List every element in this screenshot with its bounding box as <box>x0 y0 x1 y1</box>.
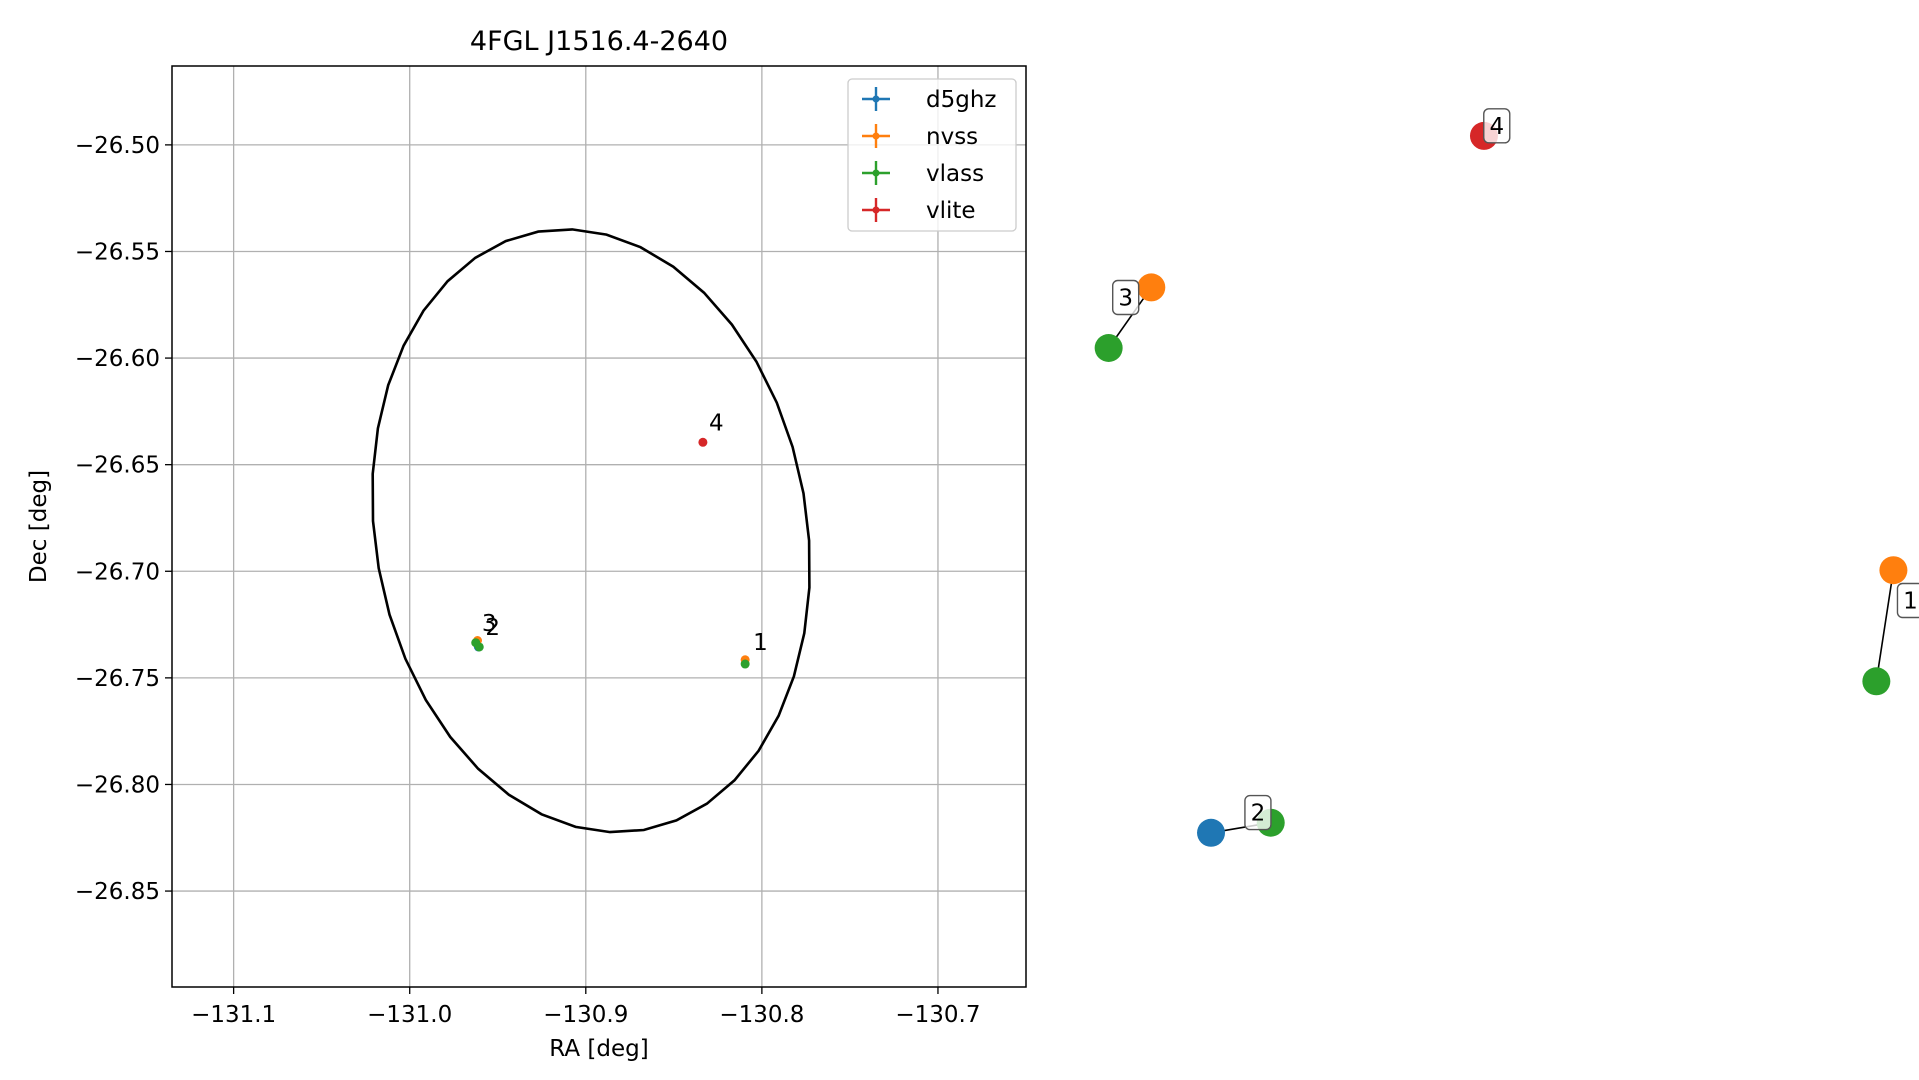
legend-entry-vlass: vlass <box>862 161 984 187</box>
group-label: 1 <box>1896 582 1919 619</box>
graph-edge <box>1875 570 1895 682</box>
legend-label: vlass <box>926 161 984 187</box>
x-axis-ticks: −131.1 −131.0 −130.9 −130.8 −130.7 <box>191 987 981 1028</box>
group-label-text: 3 <box>1118 286 1133 312</box>
x-tick-label: −130.9 <box>543 1002 628 1028</box>
group-label: 2 <box>1244 794 1272 831</box>
legend-label: nvss <box>926 124 978 150</box>
group-label: 3 <box>1112 279 1140 316</box>
x-axis-label: RA [deg] <box>549 1036 648 1062</box>
legend-label: vlite <box>926 198 976 224</box>
graph-node <box>1862 667 1891 696</box>
y-axis-ticks: −26.50 −26.55 −26.60 −26.65 −26.70 −26.75 −26.… <box>75 133 172 905</box>
y-tick-label: −26.85 <box>75 879 160 905</box>
x-tick-label: −130.7 <box>895 1002 980 1028</box>
group-label-text: 2 <box>1251 801 1266 827</box>
source-label: 1 <box>753 630 768 656</box>
group-label-box <box>1483 108 1511 144</box>
x-tick-label: −131.1 <box>191 1002 276 1028</box>
legend-marker-dot <box>872 169 880 177</box>
y-axis-label: Dec [deg] <box>26 470 52 583</box>
graph-node <box>1137 273 1166 302</box>
group-label-box <box>1112 279 1140 316</box>
y-tick-label: −26.55 <box>75 239 160 265</box>
graph-node <box>1197 818 1226 847</box>
source-label: 3 <box>482 611 497 637</box>
graph-group-labels: 4 3 1 2 <box>1112 108 1919 831</box>
localization-ellipse <box>371 228 811 834</box>
data-points <box>471 437 750 669</box>
y-tick-label: −26.70 <box>75 559 160 585</box>
chart-title: 4FGL J1516.4-2640 <box>470 26 728 57</box>
source-label: 2 <box>485 615 500 641</box>
source-label: 4 <box>709 411 724 437</box>
point-vlass <box>471 638 481 648</box>
legend-entry-nvss: nvss <box>862 124 978 150</box>
group-label-box <box>1244 794 1272 831</box>
y-tick-label: −26.80 <box>75 772 160 798</box>
source-annotations: 1 23 4 <box>482 411 768 657</box>
graph-nodes <box>1094 121 1908 847</box>
sky-position-plot: 1 23 4 −131.1 −131.0 −130.9 −130.8 −130.7 −26.… <box>26 26 1027 1062</box>
point-vlass <box>740 659 750 669</box>
graph-edges <box>1107 286 1895 834</box>
axes-frame <box>171 65 1027 988</box>
legend-entry-vlite: vlite <box>862 198 976 224</box>
y-tick-label: −26.60 <box>75 346 160 372</box>
legend-marker-dot <box>872 206 880 214</box>
point-vlite <box>698 437 708 447</box>
group-label-box <box>1896 582 1919 619</box>
legend-entry-d5ghz: d5ghz <box>862 87 996 113</box>
y-tick-label: −26.75 <box>75 666 160 692</box>
grid <box>172 66 1026 987</box>
graph-node <box>1879 556 1908 585</box>
group-label-text: 4 <box>1489 114 1504 140</box>
y-tick-label: −26.65 <box>75 453 160 479</box>
graph-node <box>1094 334 1123 362</box>
legend: d5ghz nvss vlass vlite <box>847 78 1017 232</box>
group-label: 4 <box>1483 108 1511 144</box>
y-tick-label: −26.50 <box>75 133 160 159</box>
legend-marker-dot <box>872 95 880 103</box>
association-graph: 4 3 1 2 <box>1094 108 1919 847</box>
x-tick-label: −131.0 <box>367 1002 452 1028</box>
legend-label: d5ghz <box>926 87 996 113</box>
legend-marker-dot <box>872 132 880 140</box>
group-label-text: 1 <box>1903 589 1918 615</box>
legend-frame <box>847 78 1017 232</box>
x-tick-label: −130.8 <box>719 1002 804 1028</box>
